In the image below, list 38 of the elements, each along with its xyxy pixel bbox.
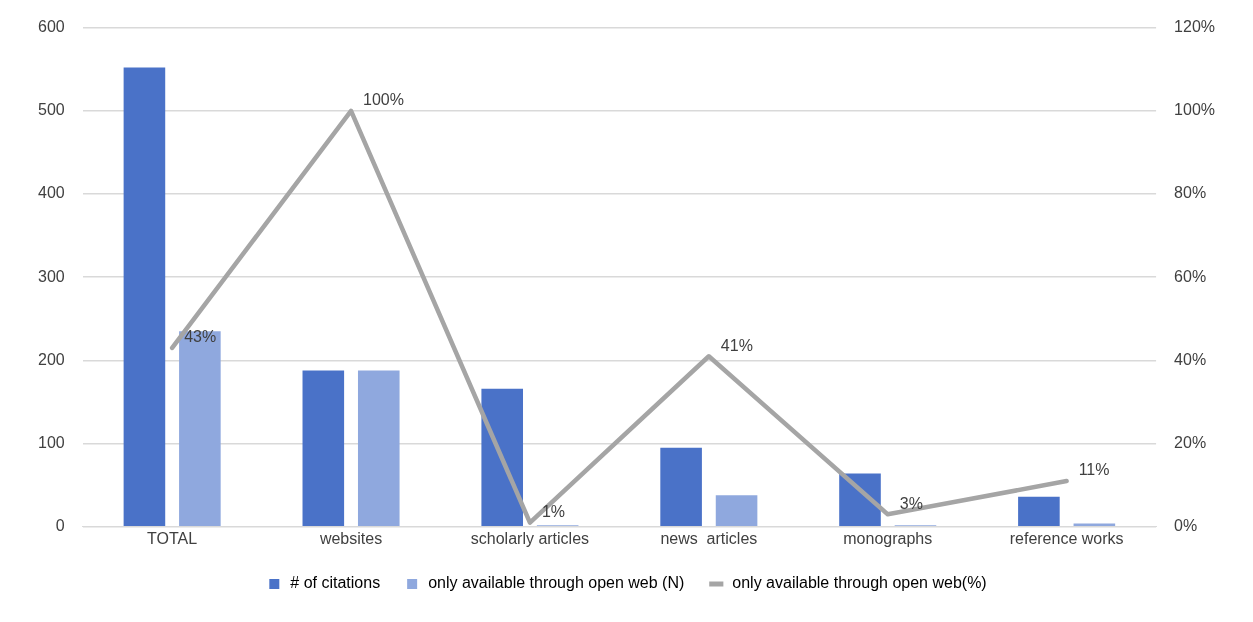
y-tick-label: 0 xyxy=(55,517,65,535)
legend-label: only available through open web (N) xyxy=(428,574,685,592)
y-tick-label: 500 xyxy=(37,101,65,119)
x-tick-label: news articles xyxy=(660,529,758,547)
data-label: 11% xyxy=(1078,461,1110,479)
data-label: 41% xyxy=(720,336,753,354)
bar xyxy=(302,370,345,527)
legend-label: only available through open web(%) xyxy=(732,574,987,592)
y2-tick-label: 120% xyxy=(1174,18,1215,36)
data-label: 1% xyxy=(541,503,566,521)
bar xyxy=(123,67,166,527)
data-label: 100% xyxy=(363,91,404,109)
bar xyxy=(179,331,221,527)
y2-tick-label: 40% xyxy=(1174,350,1207,368)
y2-tick-label: 60% xyxy=(1174,267,1207,285)
y-tick-label: 400 xyxy=(37,184,65,202)
y2-tick-label: 0% xyxy=(1174,517,1198,535)
x-tick-label: scholarly articles xyxy=(470,529,590,547)
x-tick-label: reference works xyxy=(1009,529,1124,547)
bar xyxy=(357,370,400,527)
bar xyxy=(481,388,524,527)
bar xyxy=(660,447,702,527)
data-label: 43% xyxy=(184,328,217,346)
bar xyxy=(1073,523,1116,527)
y2-tick-label: 20% xyxy=(1174,434,1207,452)
y2-tick-label: 80% xyxy=(1174,184,1207,202)
x-tick-label: TOTAL xyxy=(147,529,198,547)
y-tick-label: 200 xyxy=(37,350,65,368)
x-tick-label: websites xyxy=(318,529,383,547)
y2-tick-label: 100% xyxy=(1174,101,1215,119)
y-tick-label: 600 xyxy=(37,18,65,36)
bar xyxy=(1018,496,1060,527)
bar xyxy=(715,495,758,527)
legend-label: # of citations xyxy=(290,574,381,592)
y-tick-label: 100 xyxy=(37,434,65,452)
data-label: 3% xyxy=(899,494,923,512)
x-tick-label: monographs xyxy=(843,529,933,547)
y-tick-label: 300 xyxy=(37,267,65,285)
